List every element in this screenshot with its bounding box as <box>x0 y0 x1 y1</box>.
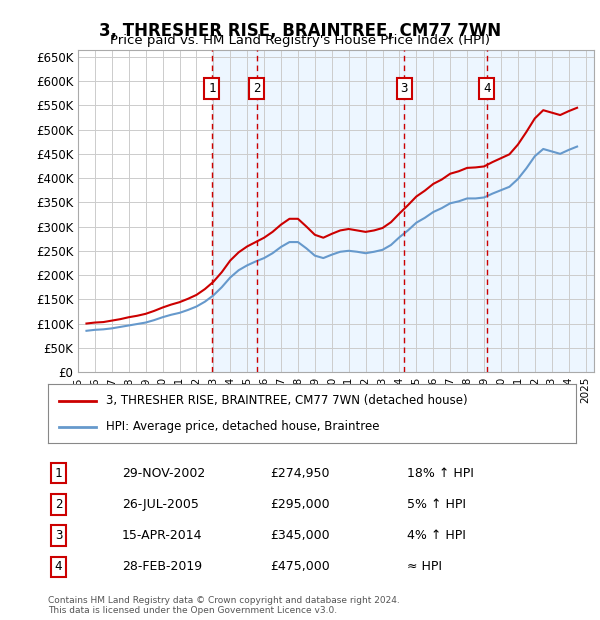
Bar <box>404 50 487 372</box>
Text: 1: 1 <box>208 82 215 95</box>
Text: 4% ↑ HPI: 4% ↑ HPI <box>407 529 466 542</box>
Text: £475,000: £475,000 <box>270 560 329 574</box>
Text: 28-FEB-2019: 28-FEB-2019 <box>122 560 202 574</box>
Text: 3, THRESHER RISE, BRAINTREE, CM77 7WN: 3, THRESHER RISE, BRAINTREE, CM77 7WN <box>99 22 501 40</box>
Text: HPI: Average price, detached house, Braintree: HPI: Average price, detached house, Brai… <box>106 420 380 433</box>
Text: 4: 4 <box>55 560 62 574</box>
Text: Price paid vs. HM Land Registry's House Price Index (HPI): Price paid vs. HM Land Registry's House … <box>110 34 490 47</box>
Bar <box>212 50 257 372</box>
Text: 1: 1 <box>55 467 62 480</box>
Text: 3: 3 <box>400 82 408 95</box>
Text: £274,950: £274,950 <box>270 467 329 480</box>
Text: 5% ↑ HPI: 5% ↑ HPI <box>407 498 466 511</box>
Text: 15-APR-2014: 15-APR-2014 <box>122 529 202 542</box>
Text: 3: 3 <box>55 529 62 542</box>
Bar <box>257 50 404 372</box>
Bar <box>487 50 594 372</box>
Text: Contains HM Land Registry data © Crown copyright and database right 2024.
This d: Contains HM Land Registry data © Crown c… <box>48 596 400 615</box>
Text: 18% ↑ HPI: 18% ↑ HPI <box>407 467 474 480</box>
Text: 2: 2 <box>253 82 260 95</box>
Text: 3, THRESHER RISE, BRAINTREE, CM77 7WN (detached house): 3, THRESHER RISE, BRAINTREE, CM77 7WN (d… <box>106 394 468 407</box>
Text: £345,000: £345,000 <box>270 529 329 542</box>
Text: 29-NOV-2002: 29-NOV-2002 <box>122 467 205 480</box>
Text: 2: 2 <box>55 498 62 511</box>
Text: 4: 4 <box>483 82 490 95</box>
Text: 26-JUL-2005: 26-JUL-2005 <box>122 498 199 511</box>
Text: £295,000: £295,000 <box>270 498 329 511</box>
Text: ≈ HPI: ≈ HPI <box>407 560 442 574</box>
